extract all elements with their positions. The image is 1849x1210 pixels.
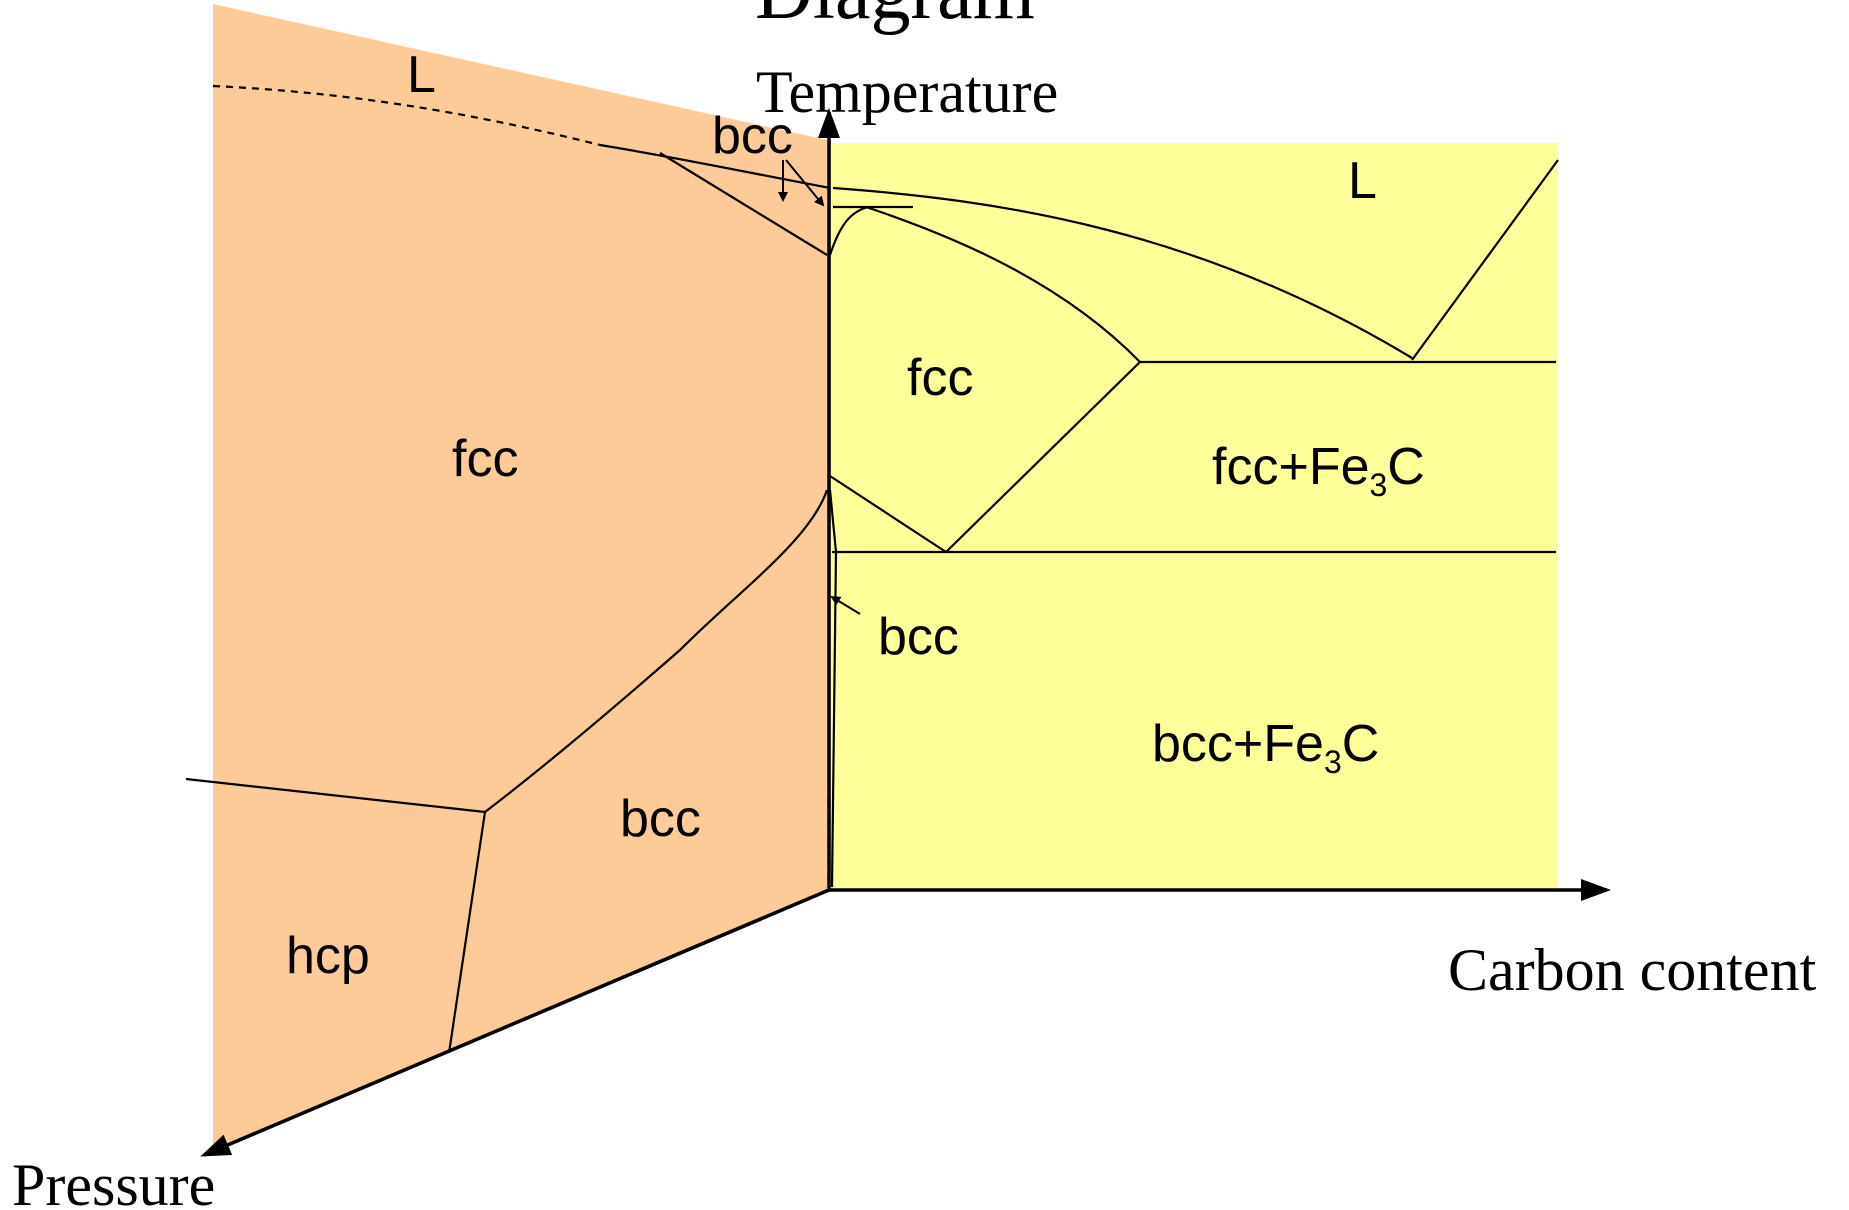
bcc-pointer-arrow-lower (830, 595, 861, 615)
pressure-axis (200, 888, 830, 1157)
acm-line (945, 361, 1141, 553)
hypereutectic-liquidus (1411, 159, 1559, 361)
pressure-axis-label: Pressure (12, 1152, 215, 1210)
fcc-solidus (865, 205, 1141, 363)
pressure-bcc-high-label: bcc (712, 107, 793, 165)
pressure-hcp-label: hcp (286, 927, 370, 985)
a3-line (829, 475, 947, 553)
fcc-fe3c-suffix: C (1387, 438, 1425, 496)
pressure-bcc-low-label: bcc (620, 790, 701, 848)
hcp-bcc-boundary (185, 777, 486, 814)
bcc-fe3c-prefix: bcc+Fe (1152, 715, 1324, 773)
carbon-plane (830, 143, 1558, 890)
fcc-fe3c-prefix: fcc+Fe (1212, 438, 1370, 496)
liquidus-solid-line (599, 143, 831, 190)
pressure-fcc-label: fcc (452, 430, 518, 488)
pressure-plane (213, 4, 827, 1150)
fcc-fe3c-subscript: 3 (1370, 467, 1388, 503)
fcc-bcc-lower-boundary (484, 489, 829, 813)
pressure-liquid-label: L (407, 46, 436, 104)
bcc-fe3c-subscript: 3 (1324, 744, 1342, 780)
bcc-fe3c-suffix: C (1342, 715, 1380, 773)
fcc-fe3c-label: fcc+Fe3C (1212, 438, 1425, 503)
alpha-solvus (828, 489, 838, 888)
carbon-bcc-label: bcc (878, 608, 959, 666)
diagram-title-fragment: Diagram (755, 0, 1035, 36)
carbon-fcc-label: fcc (907, 349, 973, 407)
bcc-fe3c-label: bcc+Fe3C (1152, 715, 1379, 780)
bcc-fcc-upper-boundary (659, 152, 828, 256)
bcc-pointer-arrow-right (785, 159, 825, 207)
fe-c-liquidus (832, 186, 1413, 359)
hcp-bcc-pressure-boundary (447, 811, 487, 1054)
temperature-axis-label: Temperature (756, 59, 1058, 125)
delta-solvus (828, 205, 869, 256)
carbon-liquid-label: L (1348, 152, 1377, 210)
carbon-axis-label: Carbon content (1448, 937, 1817, 1003)
